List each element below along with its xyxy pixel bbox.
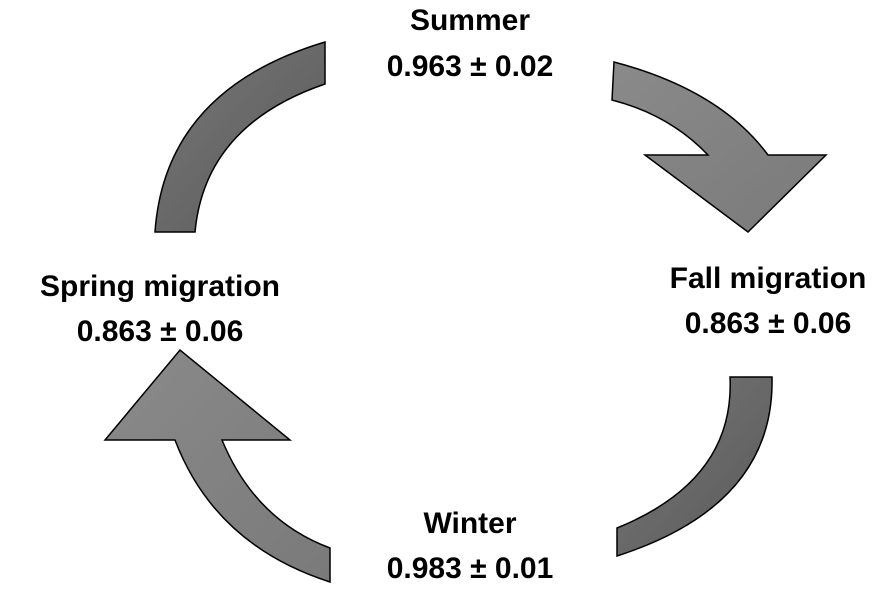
node-label: Winter <box>423 507 516 540</box>
arc <box>154 40 326 233</box>
node-label: Summer <box>410 4 530 37</box>
node-value: 0.983 ± 0.01 <box>387 552 554 585</box>
node-value: 0.863 ± 0.06 <box>685 307 852 340</box>
arc <box>616 376 773 558</box>
arrow <box>103 348 331 584</box>
arrow <box>611 61 828 233</box>
node-value: 0.963 ± 0.02 <box>387 50 554 83</box>
node-label: Fall migration <box>670 262 867 295</box>
node-label: Spring migration <box>40 270 280 303</box>
node-value: 0.863 ± 0.06 <box>77 315 244 348</box>
